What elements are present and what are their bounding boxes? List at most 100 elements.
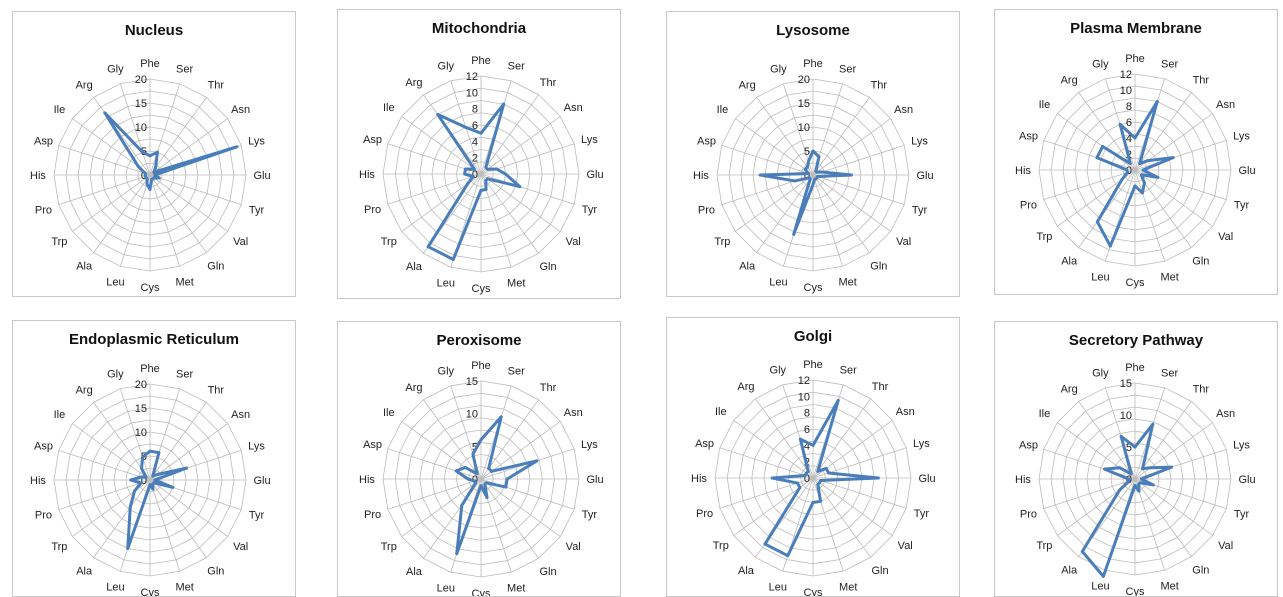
data-point bbox=[824, 466, 828, 470]
data-point bbox=[152, 170, 156, 174]
data-point bbox=[817, 155, 821, 159]
data-point bbox=[518, 185, 522, 189]
data-point bbox=[816, 483, 820, 487]
lysosome-chart-panel: Lysosome 0 5 10 15 20 Phe Ser Thr Asn Lys Glu Tyr Va… bbox=[666, 11, 960, 297]
radial-tick-label: 0 bbox=[472, 169, 478, 181]
radial-tick-label: 0 bbox=[141, 475, 147, 487]
data-point bbox=[1137, 482, 1141, 486]
data-point bbox=[487, 466, 491, 470]
grid-spoke bbox=[58, 144, 151, 176]
radial-tick-label: 10 bbox=[1120, 410, 1132, 422]
category-label: Met bbox=[175, 277, 193, 289]
data-point bbox=[1146, 159, 1150, 163]
category-label: Arg bbox=[737, 381, 754, 393]
grid-spoke bbox=[719, 477, 814, 509]
grid-spoke bbox=[119, 174, 151, 267]
data-point bbox=[806, 469, 810, 473]
category-label: Tyr bbox=[582, 509, 598, 521]
data-point bbox=[805, 165, 809, 169]
data-point bbox=[143, 172, 147, 176]
data-point bbox=[827, 471, 831, 475]
category-label: Trp bbox=[713, 540, 729, 552]
data-point bbox=[505, 477, 509, 481]
grid-spoke bbox=[93, 479, 151, 558]
radar-chart: 0 2 4 6 8 10 12 Phe Ser Thr Asn Lys Glu Tyr Val Gln Met C… bbox=[359, 55, 604, 295]
data-point bbox=[475, 472, 479, 476]
data-point bbox=[1151, 483, 1155, 487]
category-label: Gly bbox=[1092, 367, 1109, 379]
grid-spoke bbox=[58, 479, 151, 511]
category-label: Val bbox=[566, 236, 581, 248]
grid-spoke bbox=[119, 388, 151, 481]
data-point bbox=[849, 173, 853, 177]
data-point bbox=[499, 415, 503, 419]
category-label: Met bbox=[839, 581, 857, 593]
data-point bbox=[1139, 173, 1143, 177]
data-point bbox=[139, 475, 143, 479]
data-point bbox=[148, 449, 152, 453]
category-label: Glu bbox=[253, 170, 270, 182]
grid-spoke bbox=[735, 174, 814, 232]
grid-spoke bbox=[812, 398, 871, 479]
category-label: Lys bbox=[248, 440, 265, 452]
data-point bbox=[495, 167, 499, 171]
data-point bbox=[185, 466, 189, 470]
category-label: Asn bbox=[231, 409, 250, 421]
radar-chart: 0 5 10 15 20 Phe Ser Thr Asn Lys Glu Tyr Val Gln Met Cy… bbox=[693, 58, 934, 294]
category-label: Phe bbox=[803, 58, 823, 70]
data-point bbox=[1170, 465, 1174, 469]
category-label: Glu bbox=[1238, 474, 1255, 486]
grid-spoke bbox=[755, 398, 814, 479]
grid-spoke bbox=[1134, 139, 1227, 171]
grid-spoke bbox=[480, 478, 561, 537]
category-label: Arg bbox=[1061, 74, 1078, 86]
category-label: Lys bbox=[1233, 439, 1250, 451]
category-label: Ala bbox=[76, 261, 93, 273]
mitochondria-chart-panel: Mitochondria 0 2 4 6 8 10 12 Phe Ser Thr Asn Lys Glu… bbox=[337, 9, 621, 299]
category-label: Gly bbox=[1092, 58, 1109, 70]
chart-title: Secretory Pathway bbox=[1068, 332, 1204, 349]
data-point bbox=[1101, 574, 1105, 578]
category-label: Tyr bbox=[249, 510, 265, 522]
data-point bbox=[148, 154, 152, 158]
data-point bbox=[1117, 488, 1121, 492]
chart-title: Endoplasmic Reticulum bbox=[68, 331, 240, 348]
data-point bbox=[157, 451, 161, 455]
grid-spoke bbox=[480, 478, 539, 559]
category-label: Ser bbox=[508, 61, 525, 73]
chart-title: Mitochondria bbox=[431, 20, 527, 37]
radial-tick-label: 20 bbox=[798, 74, 810, 86]
grid-spoke bbox=[812, 477, 893, 536]
data-point bbox=[807, 159, 811, 163]
category-label: Ile bbox=[717, 104, 729, 116]
grid-spoke bbox=[401, 116, 482, 175]
data-point bbox=[1141, 168, 1145, 172]
data-point bbox=[820, 170, 824, 174]
grid-spoke bbox=[1043, 139, 1136, 171]
category-label: Ser bbox=[176, 63, 193, 75]
grid-spoke bbox=[1134, 478, 1166, 571]
data-point bbox=[1133, 184, 1137, 188]
data-point bbox=[148, 187, 152, 191]
category-label: Asn bbox=[564, 407, 583, 419]
data-point bbox=[811, 149, 815, 153]
radial-tick-label: 15 bbox=[135, 98, 147, 110]
data-point bbox=[1133, 445, 1137, 449]
data-point bbox=[132, 489, 136, 493]
grid-spoke bbox=[387, 173, 482, 205]
category-label: Phe bbox=[803, 359, 823, 371]
category-label: Phe bbox=[1125, 362, 1145, 374]
category-label: Cys bbox=[141, 282, 160, 294]
category-label: Gln bbox=[539, 261, 556, 273]
data-point bbox=[157, 176, 161, 180]
data-point bbox=[504, 485, 508, 489]
category-label: Thr bbox=[208, 384, 225, 396]
data-point bbox=[479, 438, 483, 442]
grid-spoke bbox=[1134, 169, 1213, 227]
category-label: Lys bbox=[913, 438, 930, 450]
category-label: Gln bbox=[207, 566, 224, 578]
data-point bbox=[1080, 549, 1084, 553]
category-label: Leu bbox=[437, 277, 455, 289]
category-label: His bbox=[30, 475, 46, 487]
category-label: Cys bbox=[472, 283, 491, 295]
